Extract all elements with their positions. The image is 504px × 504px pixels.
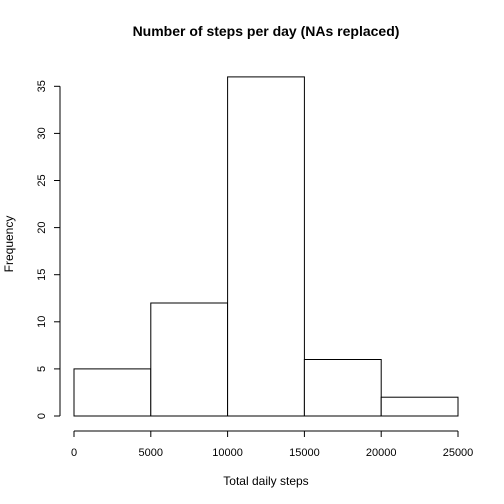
y-tick-label: 25 bbox=[36, 174, 48, 186]
bars-group bbox=[73, 76, 459, 417]
x-tick-label: 10000 bbox=[212, 447, 243, 459]
x-tick-label: 25000 bbox=[443, 447, 474, 459]
x-axis: 0 5000 10000 15000 20000 25000 bbox=[71, 430, 474, 459]
chart-title: Number of steps per day (NAs replaced) bbox=[133, 23, 400, 39]
x-tick-label: 5000 bbox=[139, 447, 163, 459]
y-tick-label: 5 bbox=[36, 366, 48, 372]
histogram-bar bbox=[303, 359, 382, 417]
y-tick-label: 15 bbox=[36, 269, 48, 281]
histogram-bar bbox=[227, 76, 305, 417]
histogram-bar bbox=[380, 396, 459, 417]
y-tick-label: 10 bbox=[36, 316, 48, 328]
y-tick-label: 30 bbox=[36, 127, 48, 139]
x-tick-label: 20000 bbox=[366, 447, 397, 459]
y-tick-label: 35 bbox=[36, 80, 48, 92]
x-axis-label: Total daily steps bbox=[223, 474, 308, 488]
y-tick-label: 20 bbox=[36, 221, 48, 233]
histogram-bar bbox=[150, 302, 229, 417]
x-tick-label: 15000 bbox=[289, 447, 320, 459]
x-tick-label: 0 bbox=[71, 447, 77, 459]
y-tick-label: 0 bbox=[36, 413, 48, 419]
histogram-bar bbox=[73, 368, 152, 417]
y-axis-label: Frequency bbox=[2, 216, 16, 273]
y-axis: 0 5 10 15 20 25 30 35 bbox=[36, 80, 61, 419]
